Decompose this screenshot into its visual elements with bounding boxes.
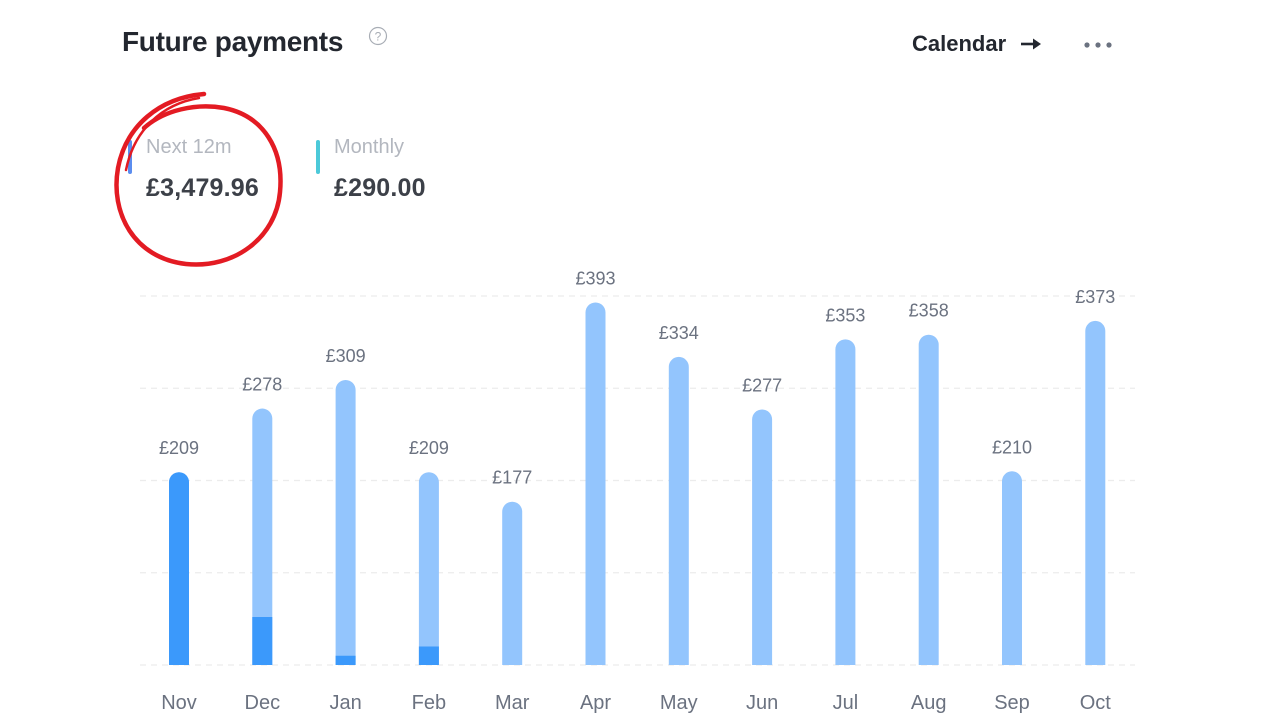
x-tick-label: Sep <box>994 692 1030 714</box>
calendar-label: Calendar <box>912 31 1007 56</box>
bar-value-label: £210 <box>992 437 1032 457</box>
bar-oct[interactable] <box>1085 320 1106 665</box>
bar-value-label: £334 <box>659 323 699 343</box>
bar-value-label: £177 <box>492 468 532 488</box>
x-tick-label: Apr <box>580 692 611 714</box>
x-tick-label: Jan <box>329 692 361 714</box>
x-tick-label: May <box>660 692 698 714</box>
bar-value-label: £309 <box>326 346 366 366</box>
bar-mar[interactable] <box>502 501 523 665</box>
bar-aug[interactable] <box>918 334 939 665</box>
more-horizontal-icon[interactable] <box>1082 38 1114 52</box>
bar-paid-portion <box>169 472 189 665</box>
x-tick-label: Jun <box>746 692 778 714</box>
bar-apr[interactable] <box>585 302 606 665</box>
bar-value-label: £209 <box>409 438 449 458</box>
bar-may[interactable] <box>668 356 689 665</box>
bar-paid-portion <box>252 617 273 665</box>
bar-value-label: £358 <box>909 301 949 321</box>
stat-label: Monthly <box>334 136 405 158</box>
bar-value-label: £373 <box>1075 287 1115 307</box>
bar-value-label: £278 <box>242 375 282 395</box>
widget-header: Future payments ? Calendar <box>0 0 1280 90</box>
x-tick-label: Oct <box>1080 692 1112 714</box>
bar-value-label: £209 <box>159 438 199 458</box>
stat-color-marker <box>316 140 320 174</box>
question-circle-icon[interactable]: ? <box>368 26 388 46</box>
arrow-right-icon <box>1021 38 1042 50</box>
calendar-link[interactable]: Calendar <box>912 30 1042 58</box>
x-tick-label: Jul <box>833 692 859 714</box>
bar-value-label: £277 <box>742 375 782 395</box>
bar-value-label: £393 <box>575 268 615 288</box>
bar-value-label: £353 <box>825 305 865 325</box>
bar-paid-portion <box>418 646 439 665</box>
x-tick-label: Aug <box>911 692 947 714</box>
bar-feb[interactable] <box>418 472 439 665</box>
bar-jul[interactable] <box>835 339 856 665</box>
x-tick-label: Nov <box>161 692 197 714</box>
bar-jan[interactable] <box>335 379 356 665</box>
svg-text:?: ? <box>375 30 382 44</box>
stat-value: £290.00 <box>334 174 426 202</box>
bar-paid-portion <box>335 655 356 665</box>
x-tick-label: Feb <box>412 692 446 714</box>
bar-jun[interactable] <box>752 409 773 665</box>
x-tick-label: Dec <box>245 692 281 714</box>
x-tick-label: Mar <box>495 692 530 714</box>
bar-dec[interactable] <box>252 408 273 665</box>
page-title: Future payments <box>122 26 344 57</box>
bar-sep[interactable] <box>1002 471 1022 665</box>
